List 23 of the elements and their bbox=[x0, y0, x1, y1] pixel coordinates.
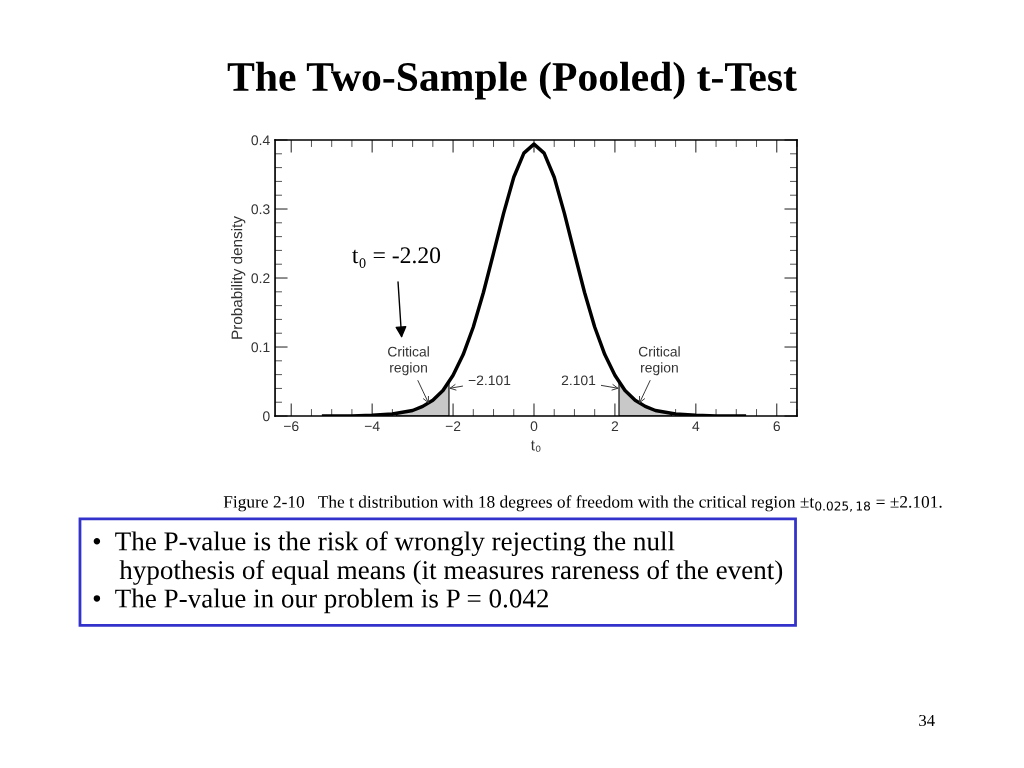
y-tick-label: 0.4 bbox=[251, 135, 270, 146]
annotation: 2.101 bbox=[561, 375, 596, 386]
annotation: Critical region bbox=[638, 346, 680, 376]
x-tick-label: −2 bbox=[445, 421, 461, 431]
x-tick-label: 4 bbox=[692, 421, 700, 431]
text: 34 bbox=[919, 714, 935, 727]
text: • The P-value is the risk of wrongly rejecting the null hypothesis of equal means (it measures rareness of the event) • The P-value in our problem is P = 0.042 bbox=[93, 531, 783, 614]
x-tick-label: −6 bbox=[284, 421, 299, 432]
x-tick-label: 2 bbox=[611, 421, 619, 431]
x-axis-title: t₀ bbox=[530, 440, 541, 452]
annotation: −2.101 bbox=[468, 375, 511, 386]
x-tick-label: −4 bbox=[364, 421, 380, 431]
y-tick-label: 0 bbox=[263, 411, 270, 422]
annotation: Critical region bbox=[388, 346, 429, 376]
x-tick-label: 0 bbox=[530, 421, 538, 432]
y-tick-label: 0.2 bbox=[251, 273, 270, 284]
chart-title: The Two-Sample (Pooled) t-Test bbox=[227, 61, 797, 100]
caption: Figure 2-10 The t distribution with 18 degrees of freedom with the critical region ±t$_{0.025,18}$ = ±2.101. bbox=[223, 495, 942, 512]
y-tick-label: 0.1 bbox=[251, 342, 270, 353]
y-tick-label: 0.3 bbox=[251, 204, 270, 215]
x-tick-label: 6 bbox=[773, 421, 780, 432]
y-axis-title: Probability density bbox=[231, 216, 246, 339]
annotation: t₀ = -2.20 bbox=[352, 247, 441, 268]
